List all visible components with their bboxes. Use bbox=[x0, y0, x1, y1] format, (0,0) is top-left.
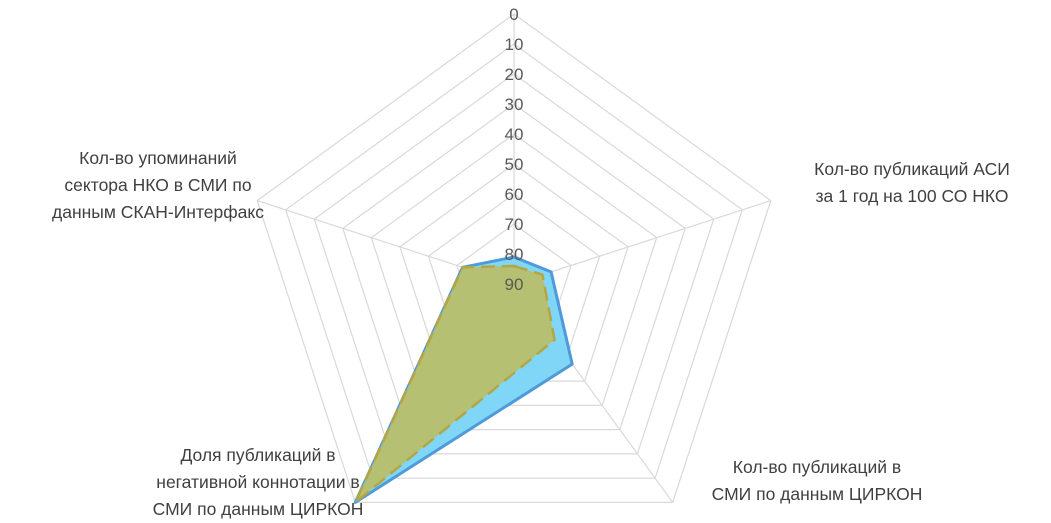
tick-label-80: 80 bbox=[505, 245, 524, 264]
grid-ring-40 bbox=[370, 133, 658, 406]
tick-label-60: 60 bbox=[505, 185, 524, 204]
spoke-1 bbox=[513, 200, 771, 285]
series-2-area bbox=[354, 264, 556, 504]
tick-label-50: 50 bbox=[505, 155, 524, 174]
axis-label-4: Кол-во упоминаний сектора НКО в СМИ по дан… bbox=[52, 148, 264, 222]
grid-ring-0 bbox=[256, 13, 772, 503]
tick-label-0: 0 bbox=[509, 5, 518, 24]
grid-ring-20 bbox=[313, 73, 715, 455]
grid-ring-10 bbox=[284, 43, 744, 479]
radar-axis-labels: Кол-во публикаций АСИ за 1 год на 100 СО … bbox=[52, 148, 1010, 519]
axis-label-1: Кол-во публикаций АСИ за 1 год на 100 СО … bbox=[814, 159, 1010, 206]
tick-label-20: 20 bbox=[505, 65, 524, 84]
tick-label-30: 30 bbox=[505, 95, 524, 114]
tick-label-10: 10 bbox=[505, 35, 524, 54]
radar-series bbox=[353, 255, 574, 504]
tick-label-40: 40 bbox=[505, 125, 524, 144]
tick-label-70: 70 bbox=[505, 215, 524, 234]
radar-tick-labels: 0 10 20 30 40 50 60 70 80 90 bbox=[505, 5, 524, 294]
axis-label-2: Кол-во публикаций в СМИ по данным ЦИРКОН bbox=[712, 457, 923, 504]
grid-ring-30 bbox=[342, 103, 686, 431]
axis-label-3: Доля публикаций в негативной коннотации в… bbox=[153, 445, 364, 519]
tick-label-90: 90 bbox=[505, 275, 524, 294]
